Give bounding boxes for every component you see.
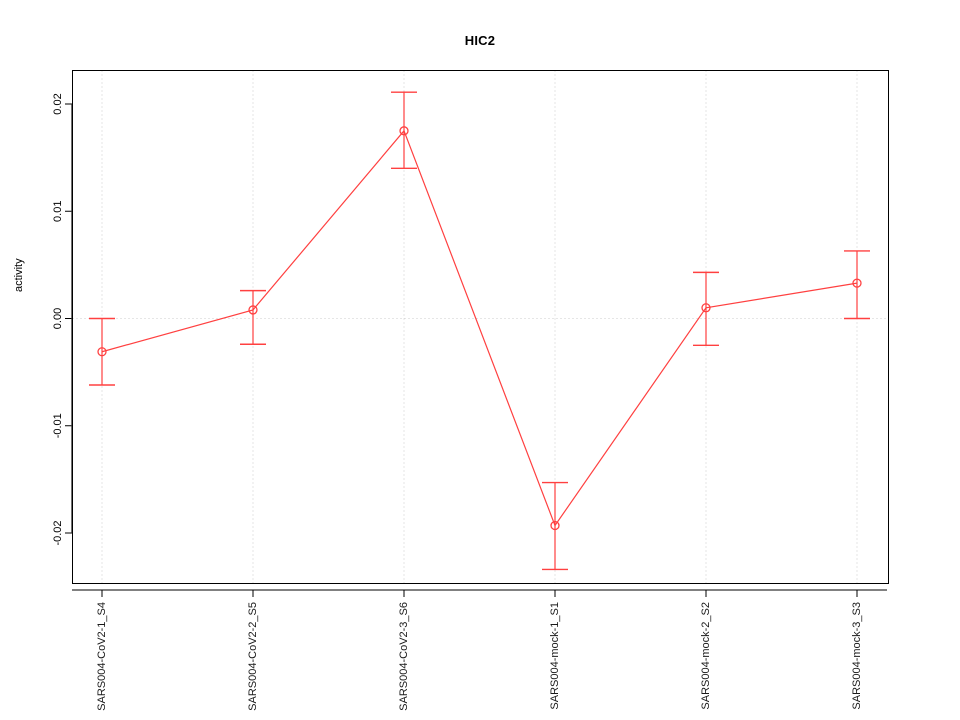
x-tick-label: SARS004-CoV2-2_S5: [247, 602, 259, 711]
data-point-marker: [701, 303, 711, 313]
y-tick-label: -0.02: [52, 520, 64, 545]
data-point-marker: [97, 347, 107, 357]
series-polyline: [101, 129, 858, 527]
x-tick-label: SARS004-CoV2-3_S6: [398, 602, 410, 711]
error-bars: [89, 91, 870, 571]
x-tick-label: SARS004-mock-3_S3: [851, 602, 863, 710]
chart-title: HIC2: [464, 33, 496, 48]
data-point-marker: [852, 278, 862, 288]
y-tick-label: 0.02: [52, 93, 64, 114]
data-point-marker: [550, 520, 560, 531]
x-tick-label: SARS004-CoV2-1_S4: [96, 602, 108, 711]
gridlines: [72, 70, 889, 584]
plot-frame: [72, 70, 889, 584]
y-tick-label: -0.01: [52, 413, 64, 438]
y-axis-ticks: 0.02 0.01 0.00 -0.01 -0.02: [52, 93, 73, 546]
x-axis-ticks: [72, 589, 887, 597]
x-tick-label: SARS004-mock-1_S1: [549, 602, 561, 710]
x-tick-label: SARS004-mock-2_S2: [700, 602, 712, 710]
data-series-line: [101, 129, 858, 527]
data-point-marker: [248, 305, 258, 315]
y-tick-label: 0.01: [52, 201, 64, 222]
y-tick-label: 0.00: [52, 308, 64, 329]
data-point-marker: [399, 126, 409, 136]
data-points: [97, 126, 862, 531]
x-axis-labels: SARS004-CoV2-1_S4 SARS004-CoV2-2_S5 SARS00…: [96, 602, 863, 711]
